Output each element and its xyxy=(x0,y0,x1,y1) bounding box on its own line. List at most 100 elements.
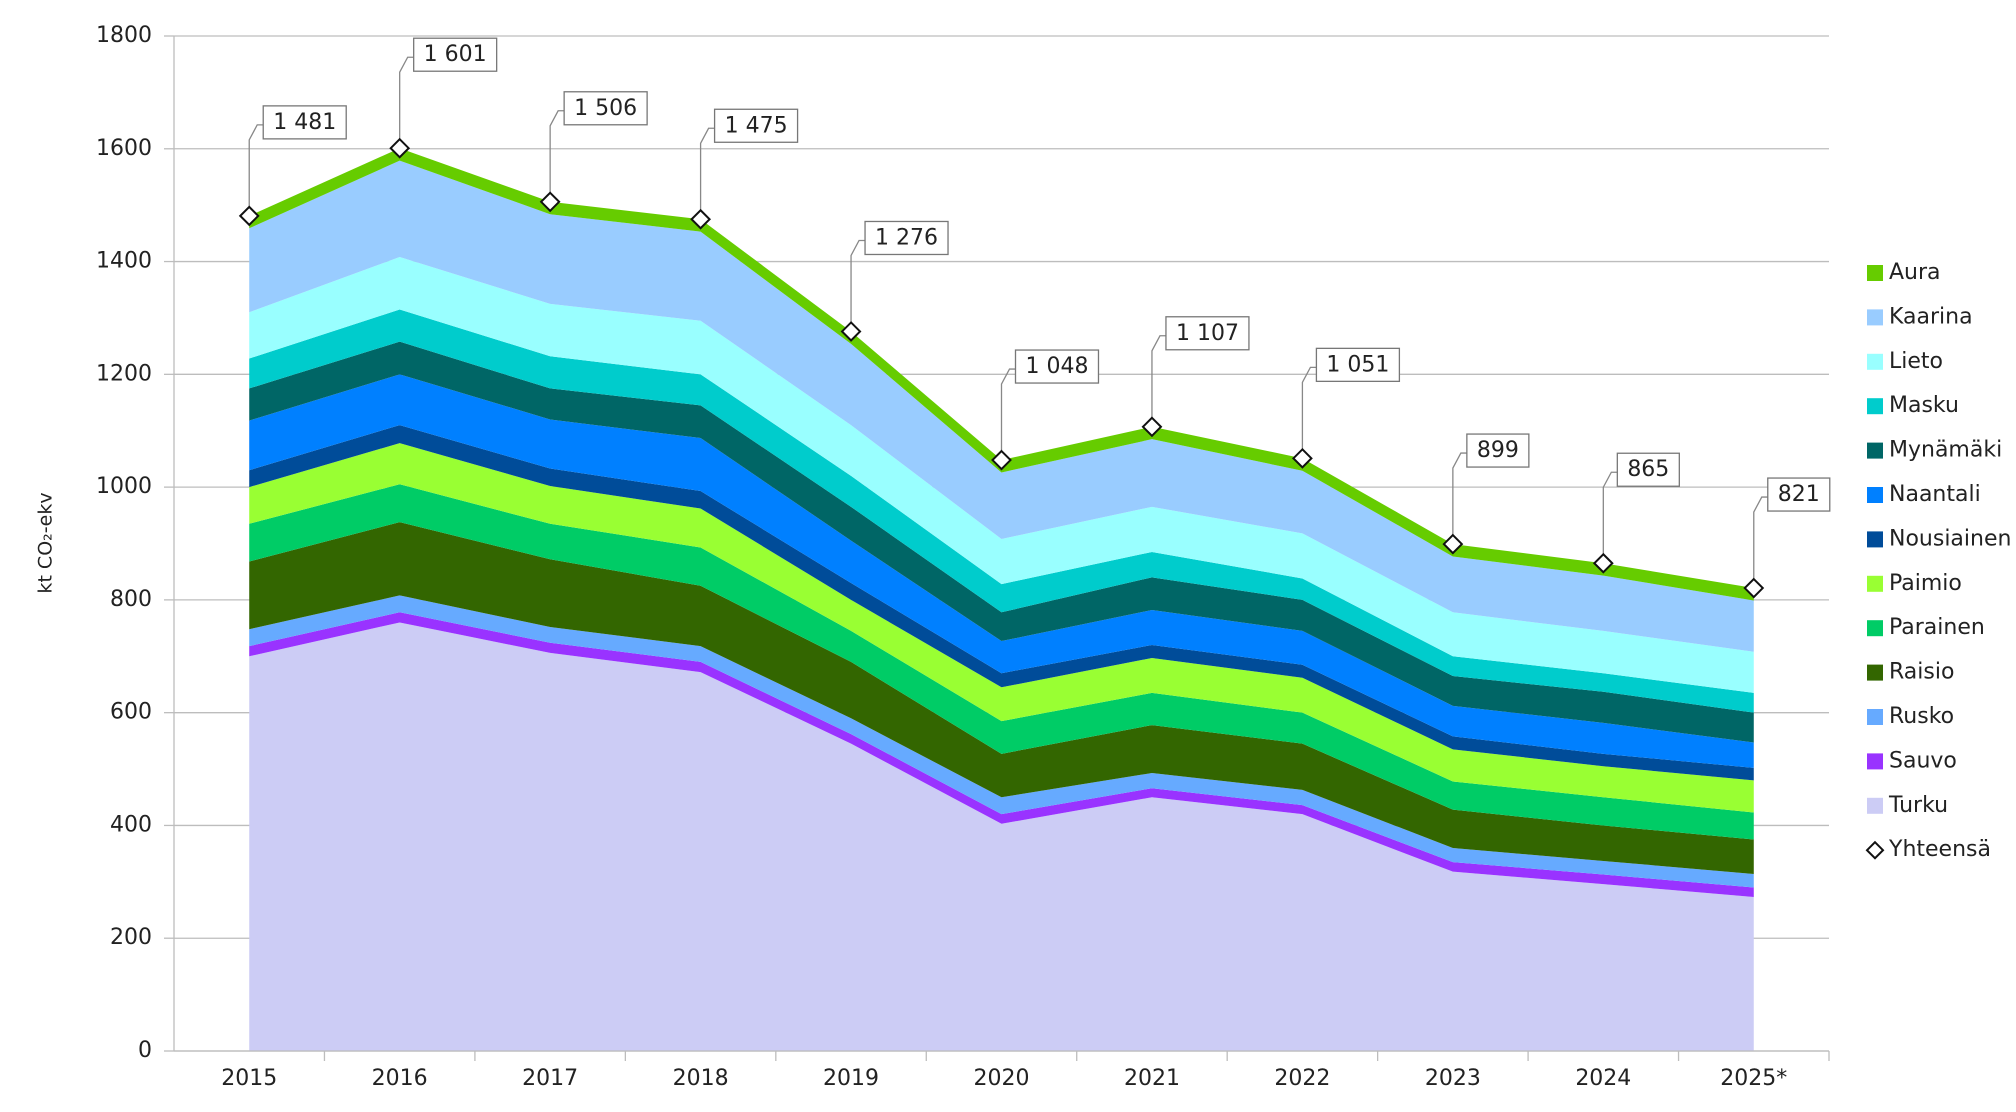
total-marker xyxy=(539,191,561,213)
area xyxy=(249,522,1754,874)
total-label: 1 481 xyxy=(273,110,336,135)
y-tick-label: 1400 xyxy=(96,249,152,274)
area xyxy=(249,257,1754,693)
total-label: 1 051 xyxy=(1326,352,1389,377)
leader-line xyxy=(1000,368,1016,452)
legend-swatch xyxy=(1867,487,1883,503)
legend-swatch xyxy=(1867,442,1883,459)
label-box xyxy=(413,37,498,72)
leader-line xyxy=(399,56,414,140)
x-tick-label: 2015 xyxy=(221,1066,277,1091)
legend-swatch xyxy=(1867,353,1883,370)
area xyxy=(249,622,1754,1051)
label-box xyxy=(1014,349,1100,384)
label-box xyxy=(864,220,949,256)
label-box xyxy=(713,108,799,143)
legend-label: Turku xyxy=(1888,793,1948,818)
legend-label: Masku xyxy=(1889,393,1959,418)
label-box xyxy=(1466,433,1530,468)
legend-label: Naantali xyxy=(1889,482,1981,507)
total-marker xyxy=(690,208,712,230)
total-label: 1 601 xyxy=(424,42,487,67)
y-tick-label: 600 xyxy=(110,700,152,725)
x-tick-label: 2017 xyxy=(522,1066,578,1091)
legend-swatch xyxy=(1867,709,1883,725)
area xyxy=(249,341,1754,743)
y-tick-label: 1200 xyxy=(96,361,152,386)
y-tick-label: 800 xyxy=(110,587,152,612)
total-marker xyxy=(1141,416,1163,438)
total-marker xyxy=(840,321,862,342)
legend-label: Kaarina xyxy=(1889,304,1973,329)
y-tick-label: 0 xyxy=(138,1038,152,1063)
legend-label: Mynämäki xyxy=(1889,438,2002,463)
legend-swatch xyxy=(1867,265,1883,281)
x-tick-label: 2024 xyxy=(1575,1066,1631,1091)
total-marker xyxy=(389,137,411,159)
x-tick-label: 2021 xyxy=(1124,1066,1180,1091)
total-marker xyxy=(1442,533,1464,555)
total-label: 1 107 xyxy=(1176,321,1239,346)
legend-swatch xyxy=(1867,309,1883,326)
x-tick-label: 2020 xyxy=(974,1066,1030,1091)
legend-swatch xyxy=(1867,398,1883,415)
legend-label: Yhteensä xyxy=(1888,837,1991,862)
leader-line xyxy=(248,124,264,207)
leader-line xyxy=(1151,335,1166,418)
label-box xyxy=(1767,477,1831,512)
total-label: 1 048 xyxy=(1026,354,1089,379)
total-label: 821 xyxy=(1778,482,1820,507)
total-label: 865 xyxy=(1627,457,1669,482)
x-tick-label: 2023 xyxy=(1425,1066,1481,1091)
leader-line xyxy=(850,239,866,323)
leader-line xyxy=(1452,452,1467,536)
legend-swatch xyxy=(1867,620,1883,637)
legend-label: Nousiainen xyxy=(1889,526,2011,551)
area xyxy=(249,443,1754,813)
legend-swatch xyxy=(1867,797,1883,814)
legend-label: Lieto xyxy=(1889,349,1943,374)
label-box xyxy=(563,91,648,126)
total-marker xyxy=(238,205,260,227)
x-tick-label: 2019 xyxy=(823,1066,879,1091)
legend-marker xyxy=(1865,840,1885,860)
legend-swatch xyxy=(1867,664,1883,681)
leader-line xyxy=(549,110,565,193)
x-tick-label: 2025* xyxy=(1720,1066,1787,1091)
total-label: 1 475 xyxy=(725,113,788,138)
y-tick-label: 1000 xyxy=(96,474,152,499)
y-tick-label: 200 xyxy=(110,925,152,950)
legend-label: Aura xyxy=(1889,260,1941,285)
legend-label: Parainen xyxy=(1889,615,1985,640)
label-box xyxy=(262,105,347,140)
legend-label: Raisio xyxy=(1889,660,1954,685)
total-marker xyxy=(1743,577,1765,599)
leader-line xyxy=(1301,366,1317,450)
legend-label: Paimio xyxy=(1889,571,1962,596)
leader-line xyxy=(1602,471,1618,555)
leader-line xyxy=(1753,496,1768,580)
x-tick-label: 2016 xyxy=(372,1066,428,1091)
label-box xyxy=(1616,452,1680,487)
area xyxy=(249,374,1754,768)
y-axis-label: kt CO₂-ekv xyxy=(35,492,57,593)
legend-swatch xyxy=(1867,531,1883,548)
label-box xyxy=(1315,347,1401,383)
total-label: 899 xyxy=(1477,438,1519,463)
legend-label: Sauvo xyxy=(1889,748,1957,773)
x-tick-label: 2018 xyxy=(673,1066,729,1091)
y-tick-label: 400 xyxy=(110,812,152,837)
y-tick-label: 1800 xyxy=(96,23,152,48)
total-marker xyxy=(991,449,1012,471)
area xyxy=(249,160,1754,652)
total-label: 1 506 xyxy=(574,96,637,121)
label-box xyxy=(1165,316,1250,351)
leader-line xyxy=(699,127,715,211)
area xyxy=(249,484,1754,840)
legend-swatch xyxy=(1867,753,1883,770)
y-tick-label: 1600 xyxy=(96,136,152,161)
total-label: 1 276 xyxy=(875,225,938,250)
legend-swatch xyxy=(1867,575,1883,592)
x-tick-label: 2022 xyxy=(1274,1066,1330,1091)
